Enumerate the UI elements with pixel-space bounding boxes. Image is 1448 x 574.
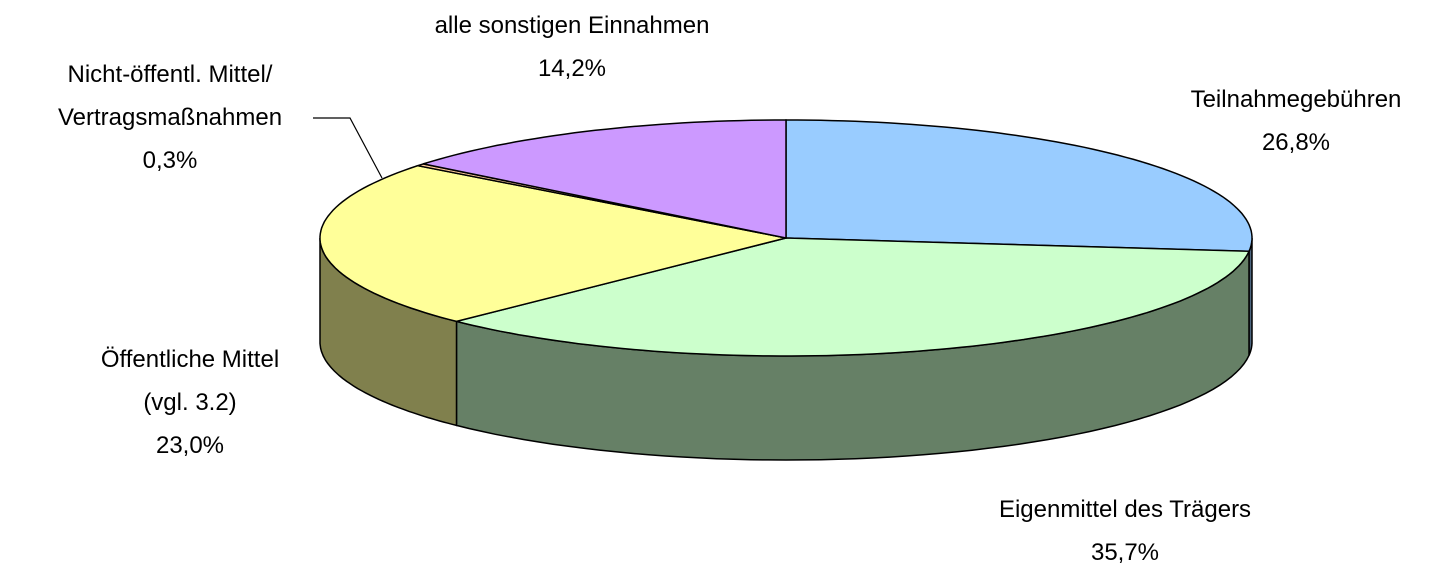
value-label: 26,8% [1261,129,1331,156]
value-label: 23,0% [155,432,225,459]
slice [456,237,1251,357]
category-label: Nicht-öffentl. Mittel/ Vertragsmaßnahmen [57,61,283,131]
category-label: Eigenmittel des Trägers [998,496,1252,523]
slice-label: Teilnahmegebühren 26,8% [1191,78,1402,164]
slice [319,164,787,323]
leader-line [313,117,383,179]
value-label: 0,3% [142,147,198,174]
walls [319,238,1253,461]
slice [422,119,787,239]
slice-label: alle sonstigen Einnahmen 14,2% [435,4,710,90]
slice-label: Öffentliche Mittel (vgl. 3.2) 23,0% [101,338,279,467]
category-label: Öffentliche Mittel (vgl. 3.2) [100,346,280,416]
category-label: alle sonstigen Einnahmen [434,12,710,39]
tops [319,119,1253,357]
slice [785,119,1253,253]
category-label: Teilnahmegebühren [1190,86,1402,113]
value-label: 35,7% [1090,539,1160,566]
slice-label: Nicht-öffentl. Mittel/ Vertragsmaßnahmen… [58,53,282,182]
slice-label: Eigenmittel des Trägers 35,7% [999,488,1251,574]
value-label: 14,2% [537,55,607,82]
